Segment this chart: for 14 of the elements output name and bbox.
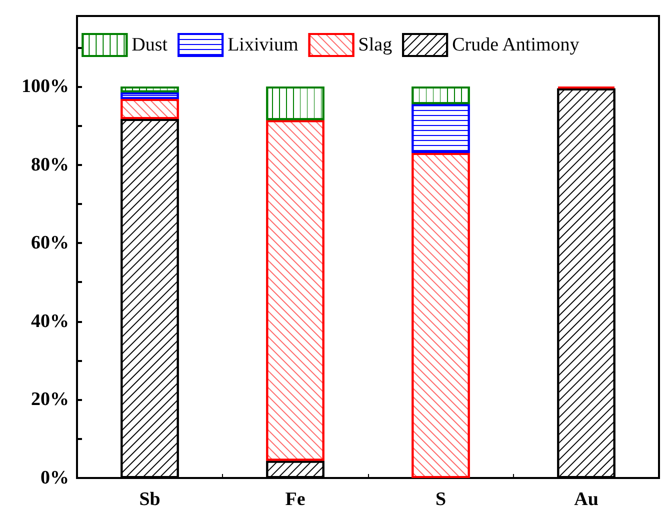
y-tick-label: 80% [31,154,69,176]
y-tick-label: 100% [22,76,69,97]
y-tick-label: 60% [31,232,69,254]
x-tick-label: Sb [139,489,160,509]
x-tick-label: Fe [285,489,306,509]
legend-label: Slag [358,34,393,56]
y-tick-label: 40% [31,310,69,332]
legend-label: Lixivium [228,34,299,56]
legend-label: Dust [132,34,168,56]
y-tick-label: 20% [31,389,69,410]
x-tick-label: Au [574,489,599,509]
y-tick-label: 0% [40,468,69,488]
x-tick-label: S [435,489,446,509]
legend-label: Crude Antimony [452,34,580,56]
